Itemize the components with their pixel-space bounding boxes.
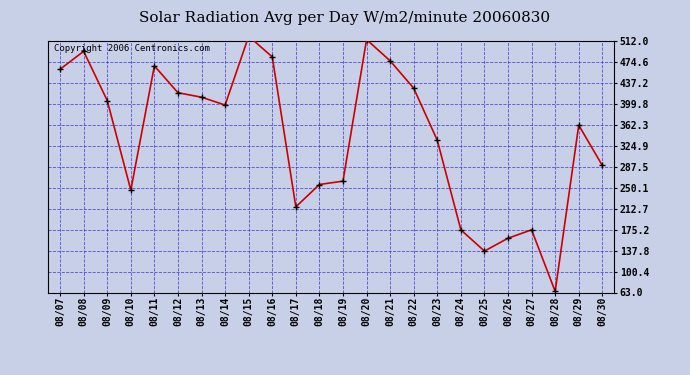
Text: Solar Radiation Avg per Day W/m2/minute 20060830: Solar Radiation Avg per Day W/m2/minute … <box>139 11 551 25</box>
Text: Copyright 2006 Centronics.com: Copyright 2006 Centronics.com <box>54 44 210 53</box>
